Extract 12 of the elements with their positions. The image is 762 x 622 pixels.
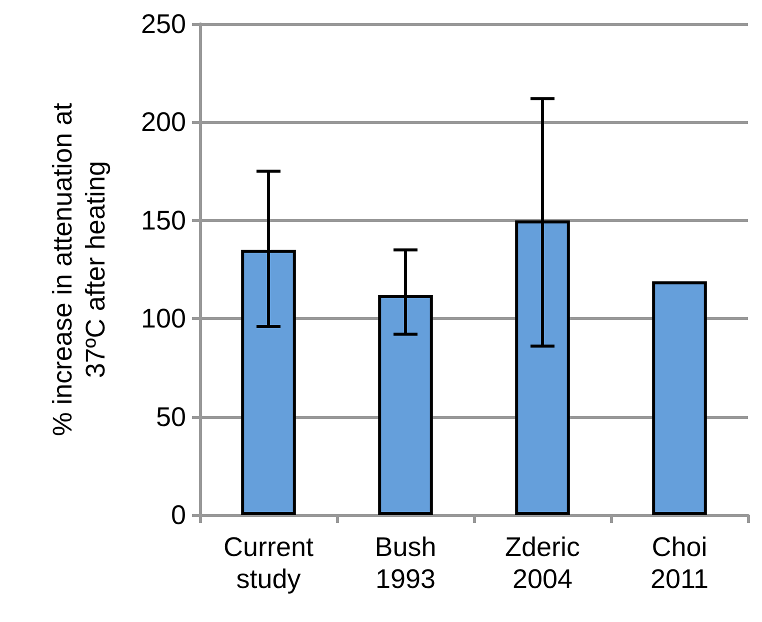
x-tick-label: Current study <box>223 532 314 594</box>
y-tick-label: 150 <box>140 205 186 236</box>
x-tick-label: Zderic 2004 <box>504 532 580 594</box>
y-tick-label: 200 <box>140 107 186 138</box>
x-tick-label: Choi 2011 <box>650 532 709 594</box>
y-tick-label: 250 <box>140 9 186 39</box>
x-tick-label: Bush 1993 <box>374 532 436 594</box>
y-axis-title: % increase in attenuation at 37ºC after heating <box>48 102 110 436</box>
bar <box>652 281 707 515</box>
y-tick-label: 50 <box>156 402 186 432</box>
y-tick-label: 0 <box>170 500 186 530</box>
y-tick-label: 100 <box>140 304 186 334</box>
